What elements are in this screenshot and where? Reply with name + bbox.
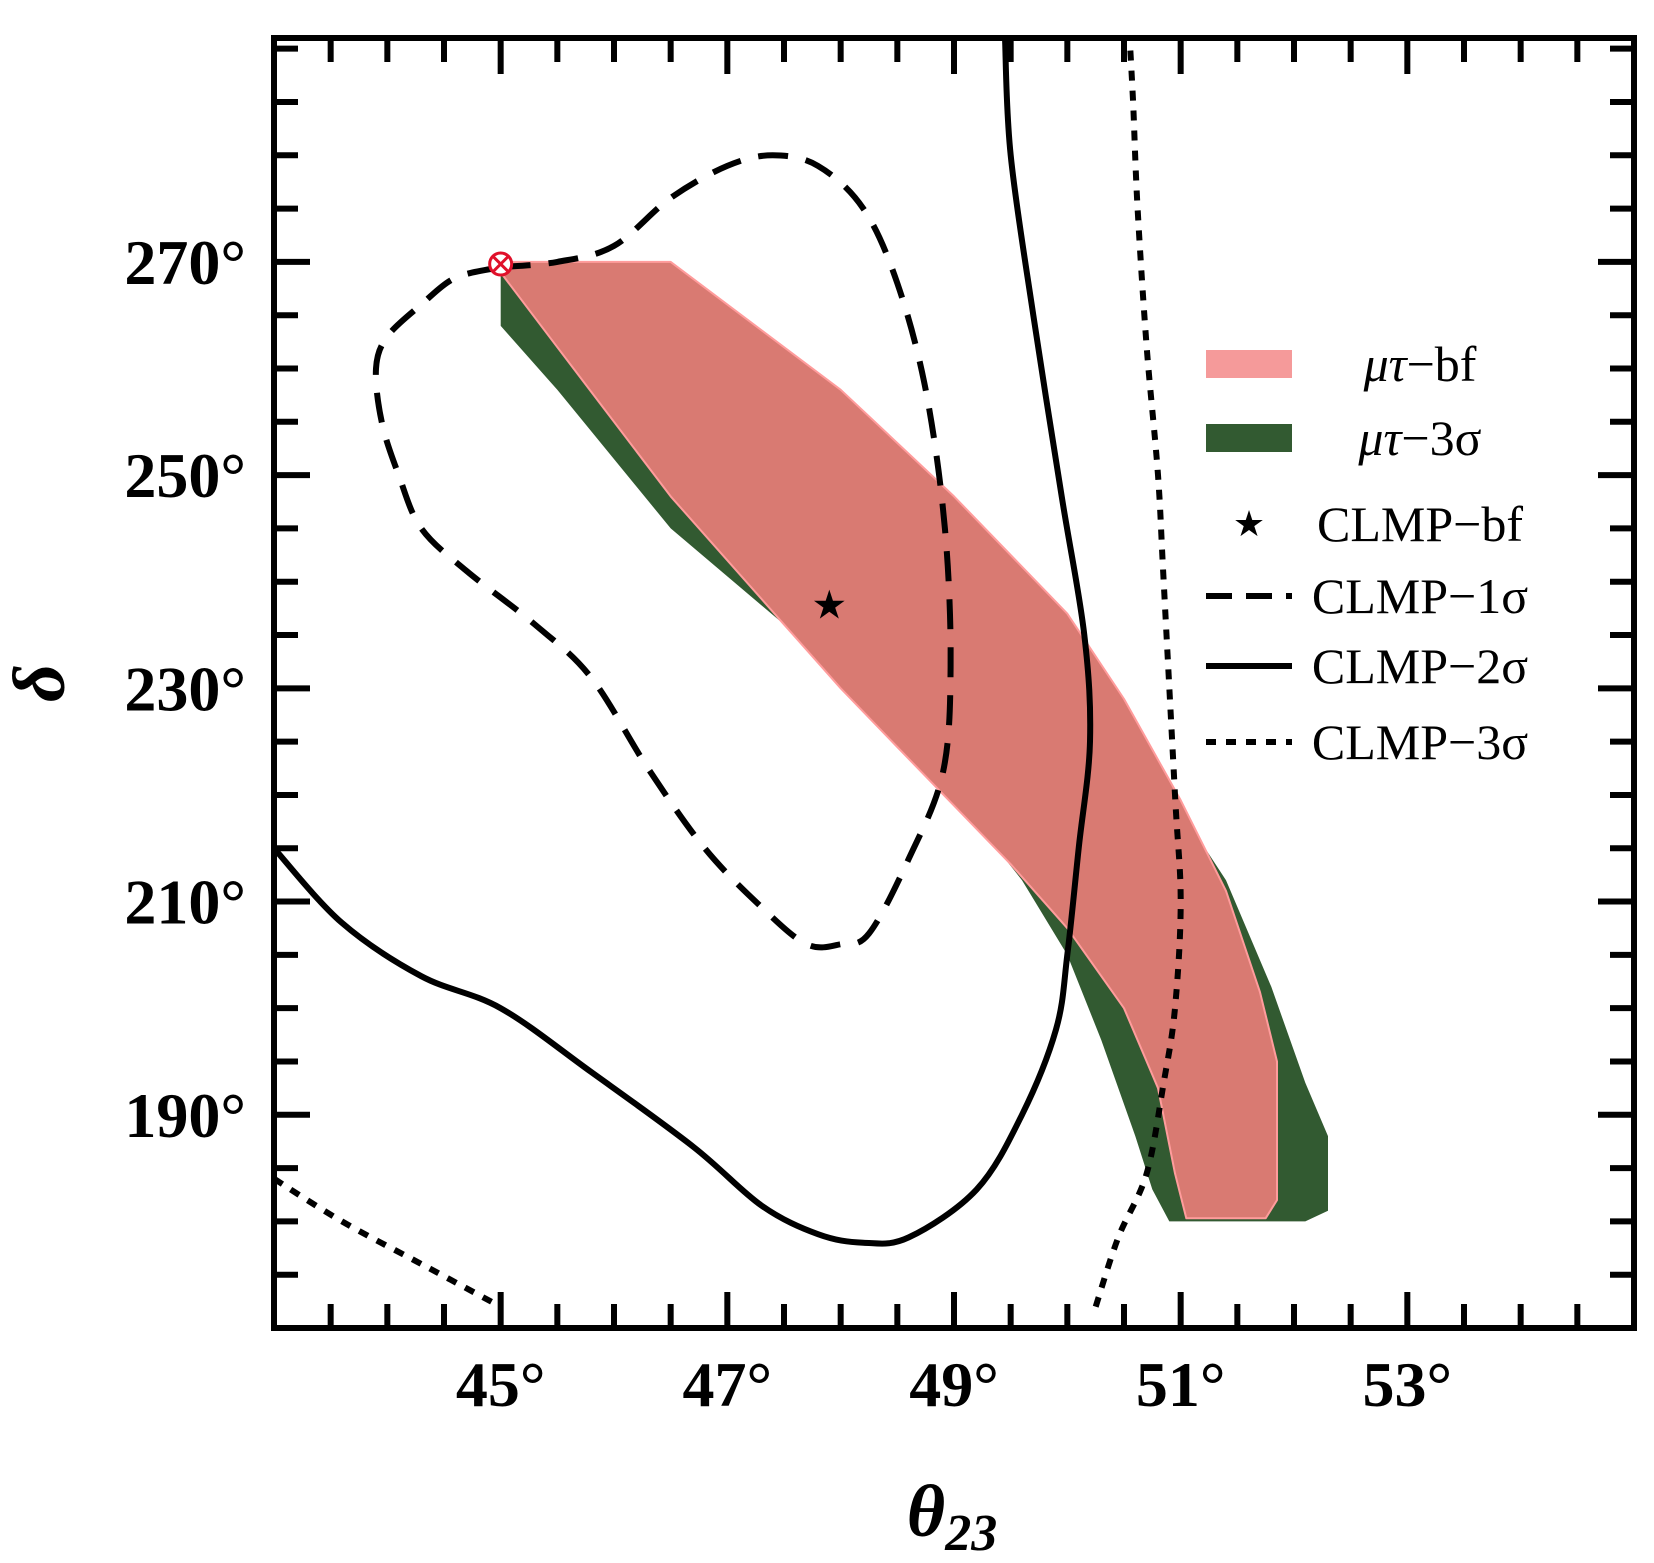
legend-item-clmp-3s: CLMP−3σ (1206, 714, 1528, 770)
legend-item-mt-3s: μτ−3σ (1206, 410, 1482, 466)
clmp-3sigma-contour-left (274, 1176, 503, 1310)
legend-item-clmp-2s: CLMP−2σ (1206, 638, 1528, 694)
x-tick-label: 47° (683, 1349, 773, 1420)
y-tick-label: 250° (124, 440, 246, 511)
legend-label: μτ−bf (1363, 336, 1477, 392)
y-tick-label: 190° (124, 1080, 246, 1151)
x-tick-label: 53° (1363, 1349, 1453, 1420)
legend-label: CLMP−3σ (1312, 714, 1528, 770)
plot-area: ★ (274, 38, 1328, 1310)
legend-swatch (1206, 350, 1292, 378)
legend: μτ−bf μτ−3σ ★ CLMP−bf CLMP−1σ CLMP−2σ CLMP−3σ (1206, 336, 1528, 770)
mu-tau-marker-icon (488, 251, 514, 277)
legend-item-mt-bf: μτ−bf (1206, 336, 1477, 392)
x-tick-labels: 45° 47° 49° 51° 53° (456, 1349, 1452, 1420)
y-axis-label: δ (0, 664, 81, 702)
legend-item-clmp-bf: ★ CLMP−bf (1233, 496, 1523, 552)
clmp-3sigma-contour-right (1092, 38, 1184, 1308)
legend-label: CLMP−2σ (1312, 638, 1528, 694)
plot-frame (271, 35, 1637, 1331)
clmp-1sigma-contour (372, 152, 954, 951)
legend-star-icon: ★ (1233, 504, 1265, 544)
clmp-2sigma-contour (274, 38, 1094, 1247)
legend-label: μτ−3σ (1357, 410, 1481, 466)
legend-label: CLMP−1σ (1312, 568, 1528, 624)
mu-tau-bestfit-region (499, 260, 1278, 1220)
legend-item-clmp-1s: CLMP−1σ (1206, 568, 1528, 624)
legend-swatch (1206, 424, 1292, 452)
clmp-bestfit-star: ★ (811, 583, 847, 628)
axis-ticks (274, 38, 1634, 1328)
legend-label: CLMP−bf (1317, 496, 1523, 552)
y-tick-label: 210° (124, 867, 246, 938)
marker-cross-b (491, 254, 510, 274)
x-tick-label: 51° (1136, 1349, 1226, 1420)
x-tick-label: 45° (456, 1349, 546, 1420)
x-tick-label: 49° (909, 1349, 999, 1420)
x-axis-label: θ23 (907, 1471, 997, 1562)
y-tick-label: 230° (124, 653, 246, 724)
y-tick-label: 270° (124, 227, 246, 298)
y-tick-labels: 190° 210° 230° 250° 270° (124, 227, 246, 1151)
